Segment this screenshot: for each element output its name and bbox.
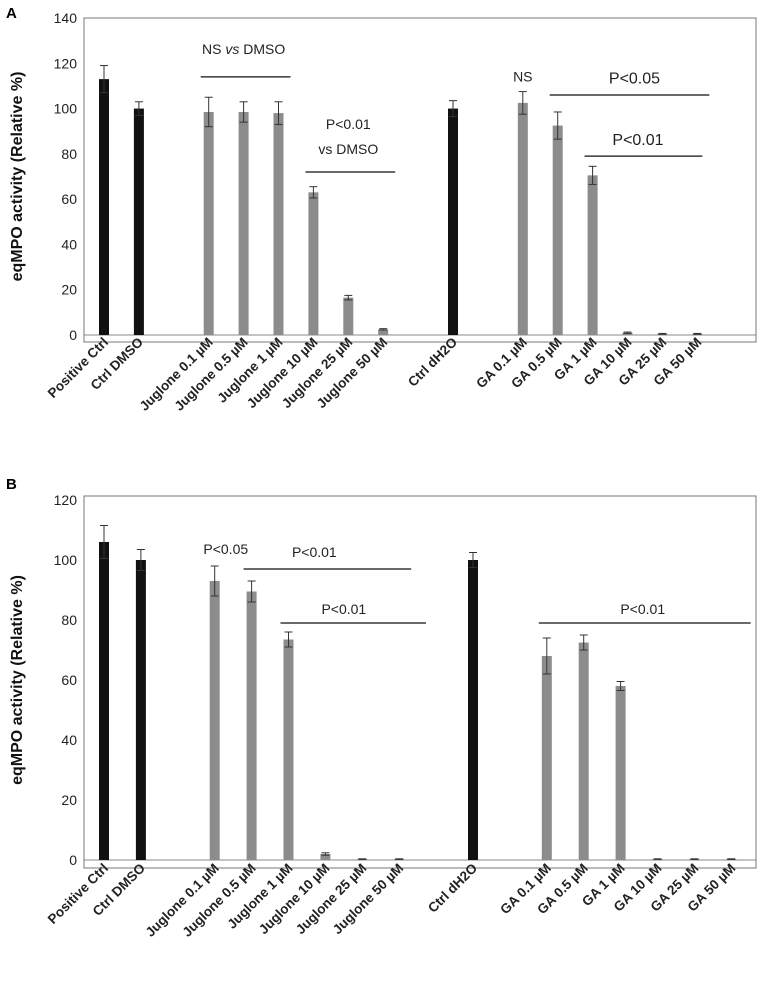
- bar: [135, 560, 146, 860]
- y-tick-label: 100: [54, 552, 78, 568]
- bar: [541, 656, 552, 860]
- y-tick-label: 140: [54, 10, 78, 26]
- significance-label: P<0.05: [609, 71, 660, 88]
- y-tick-label: 120: [54, 492, 78, 508]
- bar: [615, 686, 626, 860]
- bar: [283, 639, 294, 860]
- significance-label: P<0.01: [292, 544, 337, 560]
- y-tick-label: 40: [61, 236, 77, 252]
- y-tick-label: 0: [69, 327, 77, 343]
- y-tick-label: 120: [54, 55, 78, 71]
- bar: [203, 111, 214, 335]
- bar: [378, 329, 389, 335]
- significance-label: P<0.01: [326, 116, 371, 132]
- y-tick-label: 0: [69, 852, 77, 868]
- bar: [468, 560, 478, 860]
- y-tick-label: 80: [61, 146, 77, 162]
- category-label: Ctrl dH2O: [425, 861, 480, 916]
- bar: [578, 642, 589, 860]
- y-tick-label: 20: [61, 282, 77, 298]
- significance-label: P<0.05: [203, 541, 248, 557]
- significance-label-line2: vs DMSO: [318, 141, 378, 157]
- y-axis-label: eqMPO activity (Relative %): [9, 575, 26, 785]
- significance-label: P<0.01: [321, 601, 366, 617]
- significance-label: P<0.01: [612, 132, 663, 149]
- y-tick-label: 60: [61, 191, 77, 207]
- significance-label: P<0.01: [620, 601, 665, 617]
- bar: [273, 113, 284, 335]
- panel-letter: A: [6, 5, 17, 22]
- bar: [448, 108, 458, 335]
- significance-label: NS vs DMSO: [202, 41, 285, 57]
- y-tick-label: 100: [54, 101, 78, 117]
- significance-label: NS: [513, 68, 532, 84]
- y-tick-label: 60: [61, 672, 77, 688]
- bar: [209, 581, 220, 860]
- category-label: Ctrl dH2O: [405, 335, 460, 390]
- plot-frame: [83, 17, 757, 343]
- bar: [133, 108, 144, 335]
- bar: [587, 175, 598, 335]
- y-tick-label: 80: [61, 612, 77, 628]
- bar: [343, 297, 354, 335]
- bar: [99, 542, 109, 860]
- y-axis-label: eqMPO activity (Relative %): [9, 72, 26, 282]
- bar: [99, 79, 109, 335]
- panel-letter: B: [6, 476, 17, 493]
- bar: [552, 125, 563, 335]
- y-tick-label: 40: [61, 732, 77, 748]
- bar: [246, 591, 257, 860]
- bar: [320, 854, 331, 860]
- y-tick-label: 20: [61, 792, 77, 808]
- bar: [238, 111, 249, 335]
- bar: [308, 192, 319, 335]
- plot-frame: [83, 495, 757, 869]
- bar: [517, 102, 528, 336]
